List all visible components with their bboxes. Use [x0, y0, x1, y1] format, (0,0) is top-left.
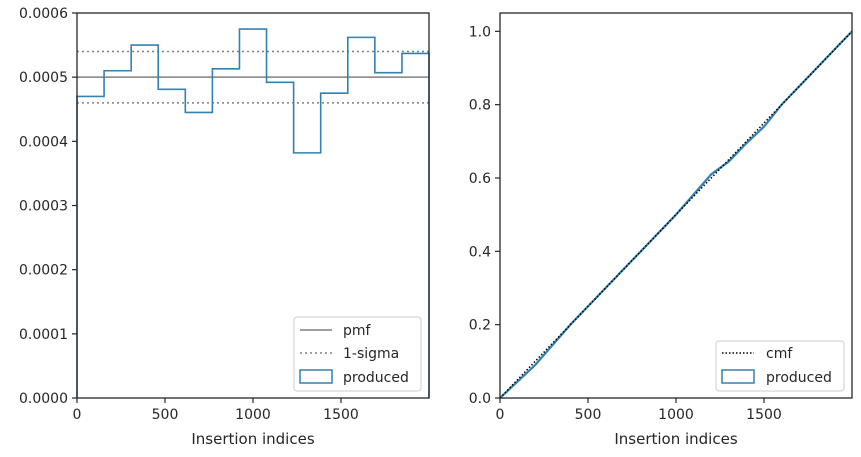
y-tick-label-0-5: 0.0005 — [19, 70, 68, 86]
y-tick-label-1-0: 0.0 — [469, 391, 491, 407]
y-tick-label-1-4: 0.8 — [469, 98, 491, 114]
cumulative-xlabel: Insertion indices — [614, 430, 737, 448]
cmf-line — [499, 30, 853, 399]
histogram-legend: pmf 1-sigma produced — [293, 316, 422, 392]
y-tick-label-0-1: 0.0001 — [19, 327, 68, 343]
x-tick-label-0-3: 1500 — [323, 407, 359, 423]
cumulative-axes-frame — [499, 12, 853, 399]
y-tick-label-1-5: 1.0 — [469, 24, 491, 40]
cumulative-ticks: 0 500 1000 1500 0.0 0.2 0.4 0.6 0.8 1.0 — [469, 24, 782, 423]
legend-produced-cmf-label: produced — [766, 370, 832, 386]
y-tick-label-0-2: 0.0002 — [19, 263, 68, 279]
legend-produced-swatch — [299, 369, 333, 384]
legend-sigma-label: 1-sigma — [343, 346, 399, 362]
legend-produced-label: produced — [343, 370, 409, 386]
y-tick-label-1-2: 0.4 — [469, 244, 491, 260]
y-tick-label-0-3: 0.0003 — [19, 199, 68, 215]
y-tick-label-0-6: 0.0006 — [19, 6, 68, 22]
y-tick-label-1-3: 0.6 — [469, 171, 491, 187]
legend-cmf-label: cmf — [766, 346, 793, 362]
y-tick-label-0-0: 0.0000 — [19, 391, 68, 407]
cumulative-panel: 0 500 1000 1500 0.0 0.2 0.4 0.6 0.8 1.0 Insertion… — [469, 12, 853, 448]
produced-histogram-step — [76, 28, 430, 398]
x-tick-label-1-2: 1000 — [658, 407, 694, 423]
x-tick-label-0-1: 500 — [152, 407, 179, 423]
cumulative-plot-area — [499, 30, 853, 399]
legend-produced-cmf-swatch — [721, 369, 755, 384]
x-tick-label-1-0: 0 — [496, 407, 505, 423]
legend-pmf-label: pmf — [343, 323, 372, 339]
histogram-legend-box — [293, 316, 422, 392]
x-tick-label-0-2: 1000 — [235, 407, 271, 423]
cumulative-legend: cmf produced — [715, 340, 845, 392]
histogram-panel: 0 500 1000 1500 0.0000 0.0001 0.0002 0.0003 0.00… — [19, 6, 430, 448]
histogram-xlabel: Insertion indices — [191, 430, 314, 448]
x-tick-label-0-0: 0 — [73, 407, 82, 423]
x-tick-label-1-1: 500 — [575, 407, 602, 423]
histogram-plot-area — [76, 28, 430, 398]
x-tick-label-1-3: 1500 — [746, 407, 782, 423]
y-tick-label-0-4: 0.0004 — [19, 134, 68, 150]
y-tick-label-1-1: 0.2 — [469, 318, 491, 334]
histogram-ticks: 0 500 1000 1500 0.0000 0.0001 0.0002 0.0003 0.00… — [19, 6, 359, 423]
